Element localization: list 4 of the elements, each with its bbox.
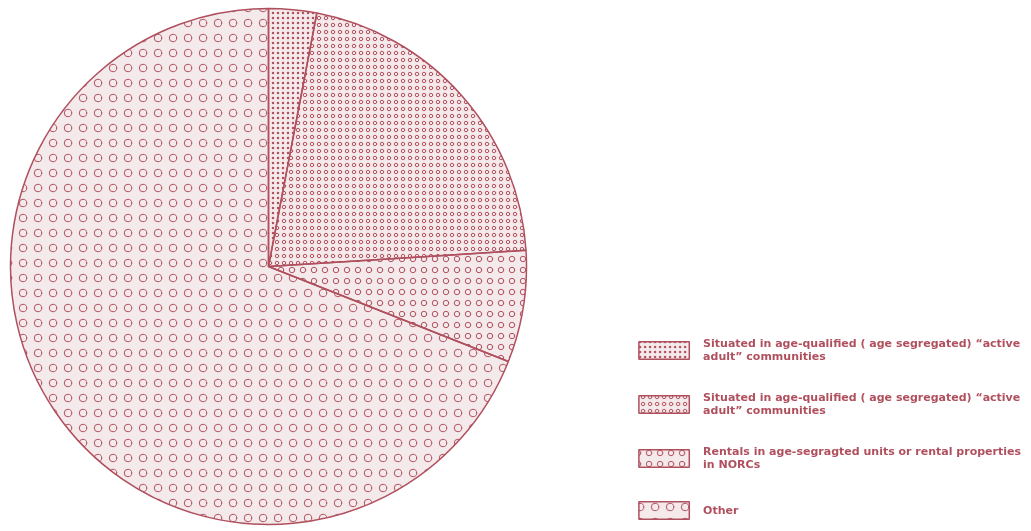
legend-label: Other <box>703 503 739 517</box>
legend-label: Rentals in age-segragted units or rental properties in NORCs <box>703 445 1021 471</box>
legend-label: Situated in age-qualified ( age segregated) “active adult” communities <box>703 337 1021 363</box>
legend-label: Situated in age-qualified ( age segregated) “active adult” communities <box>703 391 1021 417</box>
